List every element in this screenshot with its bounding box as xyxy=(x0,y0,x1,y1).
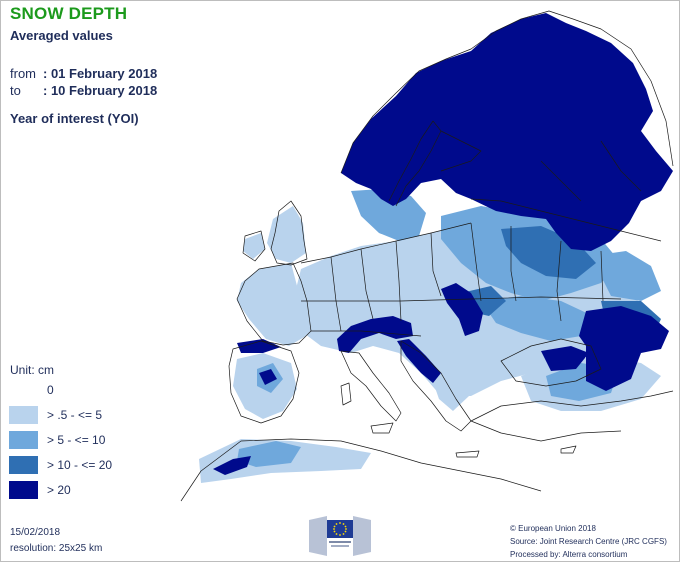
map-title: SNOW DEPTH xyxy=(10,4,128,23)
legend-label: > 5 - <= 10 xyxy=(47,433,106,447)
coastline-uk xyxy=(270,200,308,266)
coastline-baltic xyxy=(388,120,442,207)
from-value: : 01 February 2018 xyxy=(43,66,158,81)
to-value: : 10 February 2018 xyxy=(43,83,158,98)
legend-label: 0 xyxy=(47,383,54,397)
period-to: to : 10 February 2018 xyxy=(10,83,157,98)
legend-unit: Unit: cm xyxy=(10,363,55,377)
legend-label: > 20 xyxy=(47,483,71,497)
coastline-france xyxy=(236,262,312,346)
year-of-interest: Year of interest (YOI) xyxy=(10,111,139,126)
coastline-iberia xyxy=(228,340,300,424)
snow-light-uk xyxy=(267,206,306,263)
snow-dark-east xyxy=(501,226,596,279)
snow-deep-iberia-centre xyxy=(259,369,277,385)
period-from: from : 01 February 2018 xyxy=(10,66,157,81)
coastline-turkey xyxy=(470,390,674,442)
from-label: from xyxy=(10,66,36,81)
copyright: © European Union 2018 xyxy=(510,524,596,533)
legend-swatch xyxy=(9,456,38,474)
snow-deep-dinaric xyxy=(397,339,441,383)
border-lines-russia xyxy=(470,140,662,242)
legend-swatch xyxy=(9,481,38,499)
map-subtitle: Averaged values xyxy=(10,28,113,43)
snow-light-balkans xyxy=(431,351,471,411)
snow-deep-atlas xyxy=(213,456,251,475)
eu-commission-logo xyxy=(307,514,373,558)
snow-medium-caucasus-north xyxy=(591,251,661,301)
legend-item: 0 xyxy=(9,381,169,399)
snow-deep-carpathians xyxy=(441,283,483,336)
legend-swatch xyxy=(9,431,38,449)
coastline-black-sea xyxy=(500,338,602,387)
legend-item: > 10 - <= 20 xyxy=(9,456,169,474)
legend-swatch xyxy=(9,406,38,424)
coastline-gulf-finland xyxy=(440,130,482,172)
snow-medium-ukraine xyxy=(481,296,593,341)
legend-label: > 10 - <= 20 xyxy=(47,458,113,472)
snow-depth-layer xyxy=(199,13,673,483)
legend-item: > .5 - <= 5 xyxy=(9,406,169,424)
legend-swatch xyxy=(9,381,38,399)
snow-light-western-europe xyxy=(237,263,306,346)
coastline-north-africa xyxy=(180,438,542,502)
island-sicily xyxy=(370,422,394,434)
country-borders xyxy=(180,10,674,502)
legend-label: > .5 - <= 5 xyxy=(47,408,103,422)
snow-light-ireland xyxy=(243,233,265,259)
border-lines-europe xyxy=(300,222,622,337)
snow-deep-alps xyxy=(337,316,413,353)
processed-by: Processed by: Alterra consortium xyxy=(510,550,628,559)
island-crete xyxy=(455,450,480,458)
snow-medium-atlas xyxy=(237,441,301,467)
legend-item: > 20 xyxy=(9,481,169,499)
legend-item: > 5 - <= 10 xyxy=(9,431,169,449)
snow-deep-scandinavia-russia xyxy=(341,13,673,251)
island-cyprus xyxy=(560,445,577,454)
coastline-italy xyxy=(340,350,402,422)
coastline-ireland xyxy=(242,230,266,262)
data-source: Source: Joint Research Centre (JRC CGFS) xyxy=(510,537,667,546)
to-label: to xyxy=(10,83,21,98)
snow-deep-turkey-north xyxy=(541,346,589,371)
snow-medium-scandinavia-south xyxy=(351,189,426,241)
island-sardinia xyxy=(340,382,352,406)
resolution: resolution: 25x25 km xyxy=(10,543,103,554)
snow-deep-turkey-east xyxy=(586,343,641,391)
issue-date: 15/02/2018 xyxy=(10,527,61,538)
coastline-balkans xyxy=(400,340,472,432)
coastline-scandinavia xyxy=(340,10,674,174)
